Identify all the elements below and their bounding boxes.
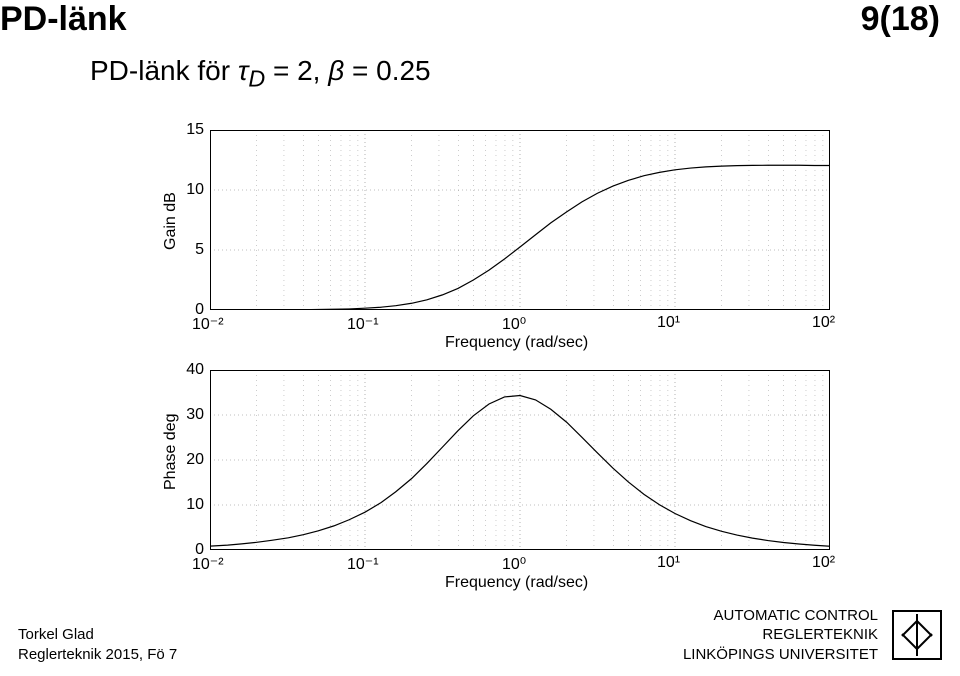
x-tick-label: 10⁻² xyxy=(192,554,224,574)
page-title: PD-länk xyxy=(0,0,127,39)
footer: Torkel Glad Reglerteknik 2015, Fö 7 AUTO… xyxy=(0,606,960,665)
x-tick-label: 10⁻² xyxy=(192,314,224,334)
phase-y-label: Phase deg xyxy=(162,413,180,490)
page-number: 9(18) xyxy=(861,0,940,39)
footer-course: Reglerteknik 2015, Fö 7 xyxy=(18,645,177,665)
subtitle: PD-länk för τD = 2, β = 0.25 xyxy=(90,55,431,93)
y-tick-label: 20 xyxy=(186,451,204,469)
y-tick-label: 10 xyxy=(186,496,204,514)
x-tick-label: 10² xyxy=(812,554,835,572)
x-tick-label: 10⁻¹ xyxy=(347,554,379,574)
university-logo-icon xyxy=(892,610,942,660)
x-tick-label: 10⁰ xyxy=(502,314,526,334)
x-tick-label: 10¹ xyxy=(657,314,680,332)
gain-plot xyxy=(210,130,830,310)
y-tick-label: 5 xyxy=(195,241,204,259)
footer-author: Torkel Glad xyxy=(18,625,177,645)
x-tick-label: 10¹ xyxy=(657,554,680,572)
x-tick-label: 10⁰ xyxy=(502,554,526,574)
y-tick-label: 15 xyxy=(186,121,204,139)
phase-x-label: Frequency (rad/sec) xyxy=(445,574,588,592)
gain-y-label: Gain dB xyxy=(162,192,180,250)
y-tick-label: 10 xyxy=(186,181,204,199)
x-tick-label: 10² xyxy=(812,314,835,332)
x-tick-label: 10⁻¹ xyxy=(347,314,379,334)
y-tick-label: 40 xyxy=(186,361,204,379)
footer-left: Torkel Glad Reglerteknik 2015, Fö 7 xyxy=(18,625,177,664)
footer-affiliation: AUTOMATIC CONTROL REGLERTEKNIK LINKÖPING… xyxy=(683,606,878,665)
phase-plot xyxy=(210,370,830,550)
gain-x-label: Frequency (rad/sec) xyxy=(445,334,588,352)
page: PD-länk 9(18) PD-länk för τD = 2, β = 0.… xyxy=(0,0,960,676)
title-bar: PD-länk 9(18) xyxy=(0,0,960,39)
footer-right: AUTOMATIC CONTROL REGLERTEKNIK LINKÖPING… xyxy=(683,606,942,665)
y-tick-label: 30 xyxy=(186,406,204,424)
